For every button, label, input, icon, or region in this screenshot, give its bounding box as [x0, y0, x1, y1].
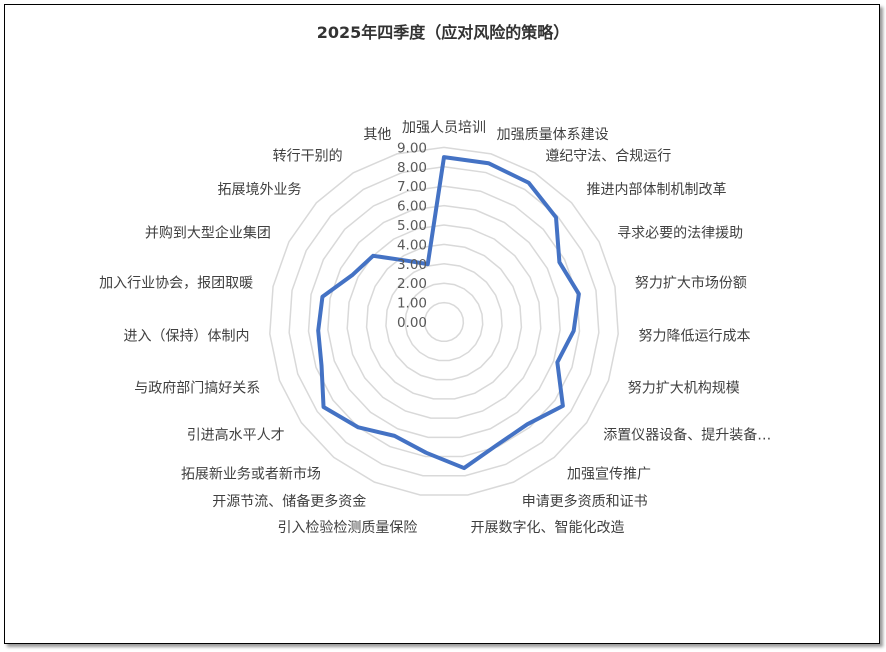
category-label: 引入检验检测质量保险	[277, 520, 417, 536]
grid	[269, 146, 619, 496]
category-label: 努力扩大市场份额	[635, 274, 747, 291]
grid-ring	[327, 204, 561, 439]
tick-label: 8.00	[397, 160, 427, 176]
tick-label: 2.00	[397, 276, 427, 292]
grid-ring	[385, 263, 503, 381]
category-label: 其他	[363, 127, 391, 143]
chart-frame	[4, 4, 880, 644]
category-label: 寻求必要的法律援助	[617, 225, 743, 241]
tick-label: 6.00	[397, 199, 427, 215]
category-label: 拓展新业务或者新市场	[181, 465, 321, 482]
tick-label: 4.00	[397, 237, 427, 253]
category-label: 与政府部门搞好关系	[134, 380, 260, 396]
chart-title: 2025年四季度（应对风险的策略）	[317, 23, 570, 42]
grid-ring	[423, 301, 465, 342]
series-line	[316, 155, 581, 471]
tick-label: 3.00	[397, 257, 427, 273]
category-label: 努力扩大机构规模	[628, 380, 740, 396]
axis-ticks: 0.00 1.00 2.00 3.00 4.00 5.00 6.00 7.00 8.00 9.00	[397, 140, 427, 331]
category-label: 遵纪守法、合规运行	[545, 147, 671, 164]
category-label: 推进内部体制机制改革	[587, 182, 727, 198]
tick-label: 9.00	[397, 140, 427, 156]
grid-ring	[307, 185, 581, 458]
category-label: 转行干别的	[273, 148, 343, 164]
category-label: 加强质量体系建设	[497, 127, 609, 143]
category-label: 进入（保持）体制内	[123, 328, 249, 344]
category-label: 加入行业协会，报团取暖	[99, 275, 253, 291]
grid-ring	[269, 146, 619, 496]
tick-label: 1.00	[397, 296, 427, 312]
tick-label: 5.00	[397, 218, 427, 234]
category-label: 加强宣传推广	[567, 466, 651, 482]
grid-ring	[404, 282, 484, 362]
category-label: 并购到大型企业集团	[145, 224, 271, 241]
category-labels: 加强人员培训 加强质量体系建设遵纪守法、合规运行推进内部体制机制改革寻求必要的法律…	[99, 120, 771, 536]
tick-label: 7.00	[397, 179, 427, 195]
grid-ring	[365, 243, 523, 400]
grid-ring	[288, 166, 600, 477]
series	[316, 155, 581, 471]
category-label: 加强人员培训	[402, 120, 486, 136]
category-label: 添置仪器设备、提升装备…	[603, 426, 771, 443]
category-label: 开展数字化、智能化改造	[471, 520, 625, 536]
category-label: 引进高水平人才	[187, 426, 285, 443]
grid-ring	[346, 224, 542, 419]
category-label: 开源节流、储备更多资金	[212, 493, 366, 510]
category-label: 拓展境外业务	[217, 182, 301, 198]
category-label: 努力降低运行成本	[639, 328, 751, 344]
category-label: 申请更多资质和证书	[522, 493, 648, 510]
tick-label: 0.00	[397, 315, 427, 331]
